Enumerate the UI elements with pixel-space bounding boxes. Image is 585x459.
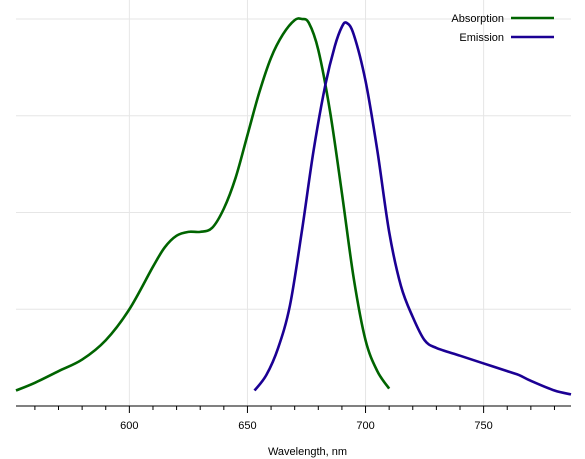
series-group — [15, 17, 572, 396]
legend-label-emission: Emission — [459, 32, 504, 44]
x-tick-label: 750 — [474, 420, 492, 432]
series-line-absorption — [15, 17, 391, 392]
grid-lines — [16, 0, 571, 406]
legend: Absorption Emission — [451, 13, 554, 44]
legend-label-absorption: Absorption — [451, 13, 504, 25]
x-tick-label: 600 — [120, 420, 138, 432]
series-line-emission — [253, 21, 572, 396]
x-tick-label: 650 — [238, 420, 256, 432]
x-tick-label: 700 — [356, 420, 374, 432]
x-axis-title: Wavelength, nm — [268, 446, 347, 458]
x-axis-ticks: 600 650 700 750 — [34, 406, 555, 432]
